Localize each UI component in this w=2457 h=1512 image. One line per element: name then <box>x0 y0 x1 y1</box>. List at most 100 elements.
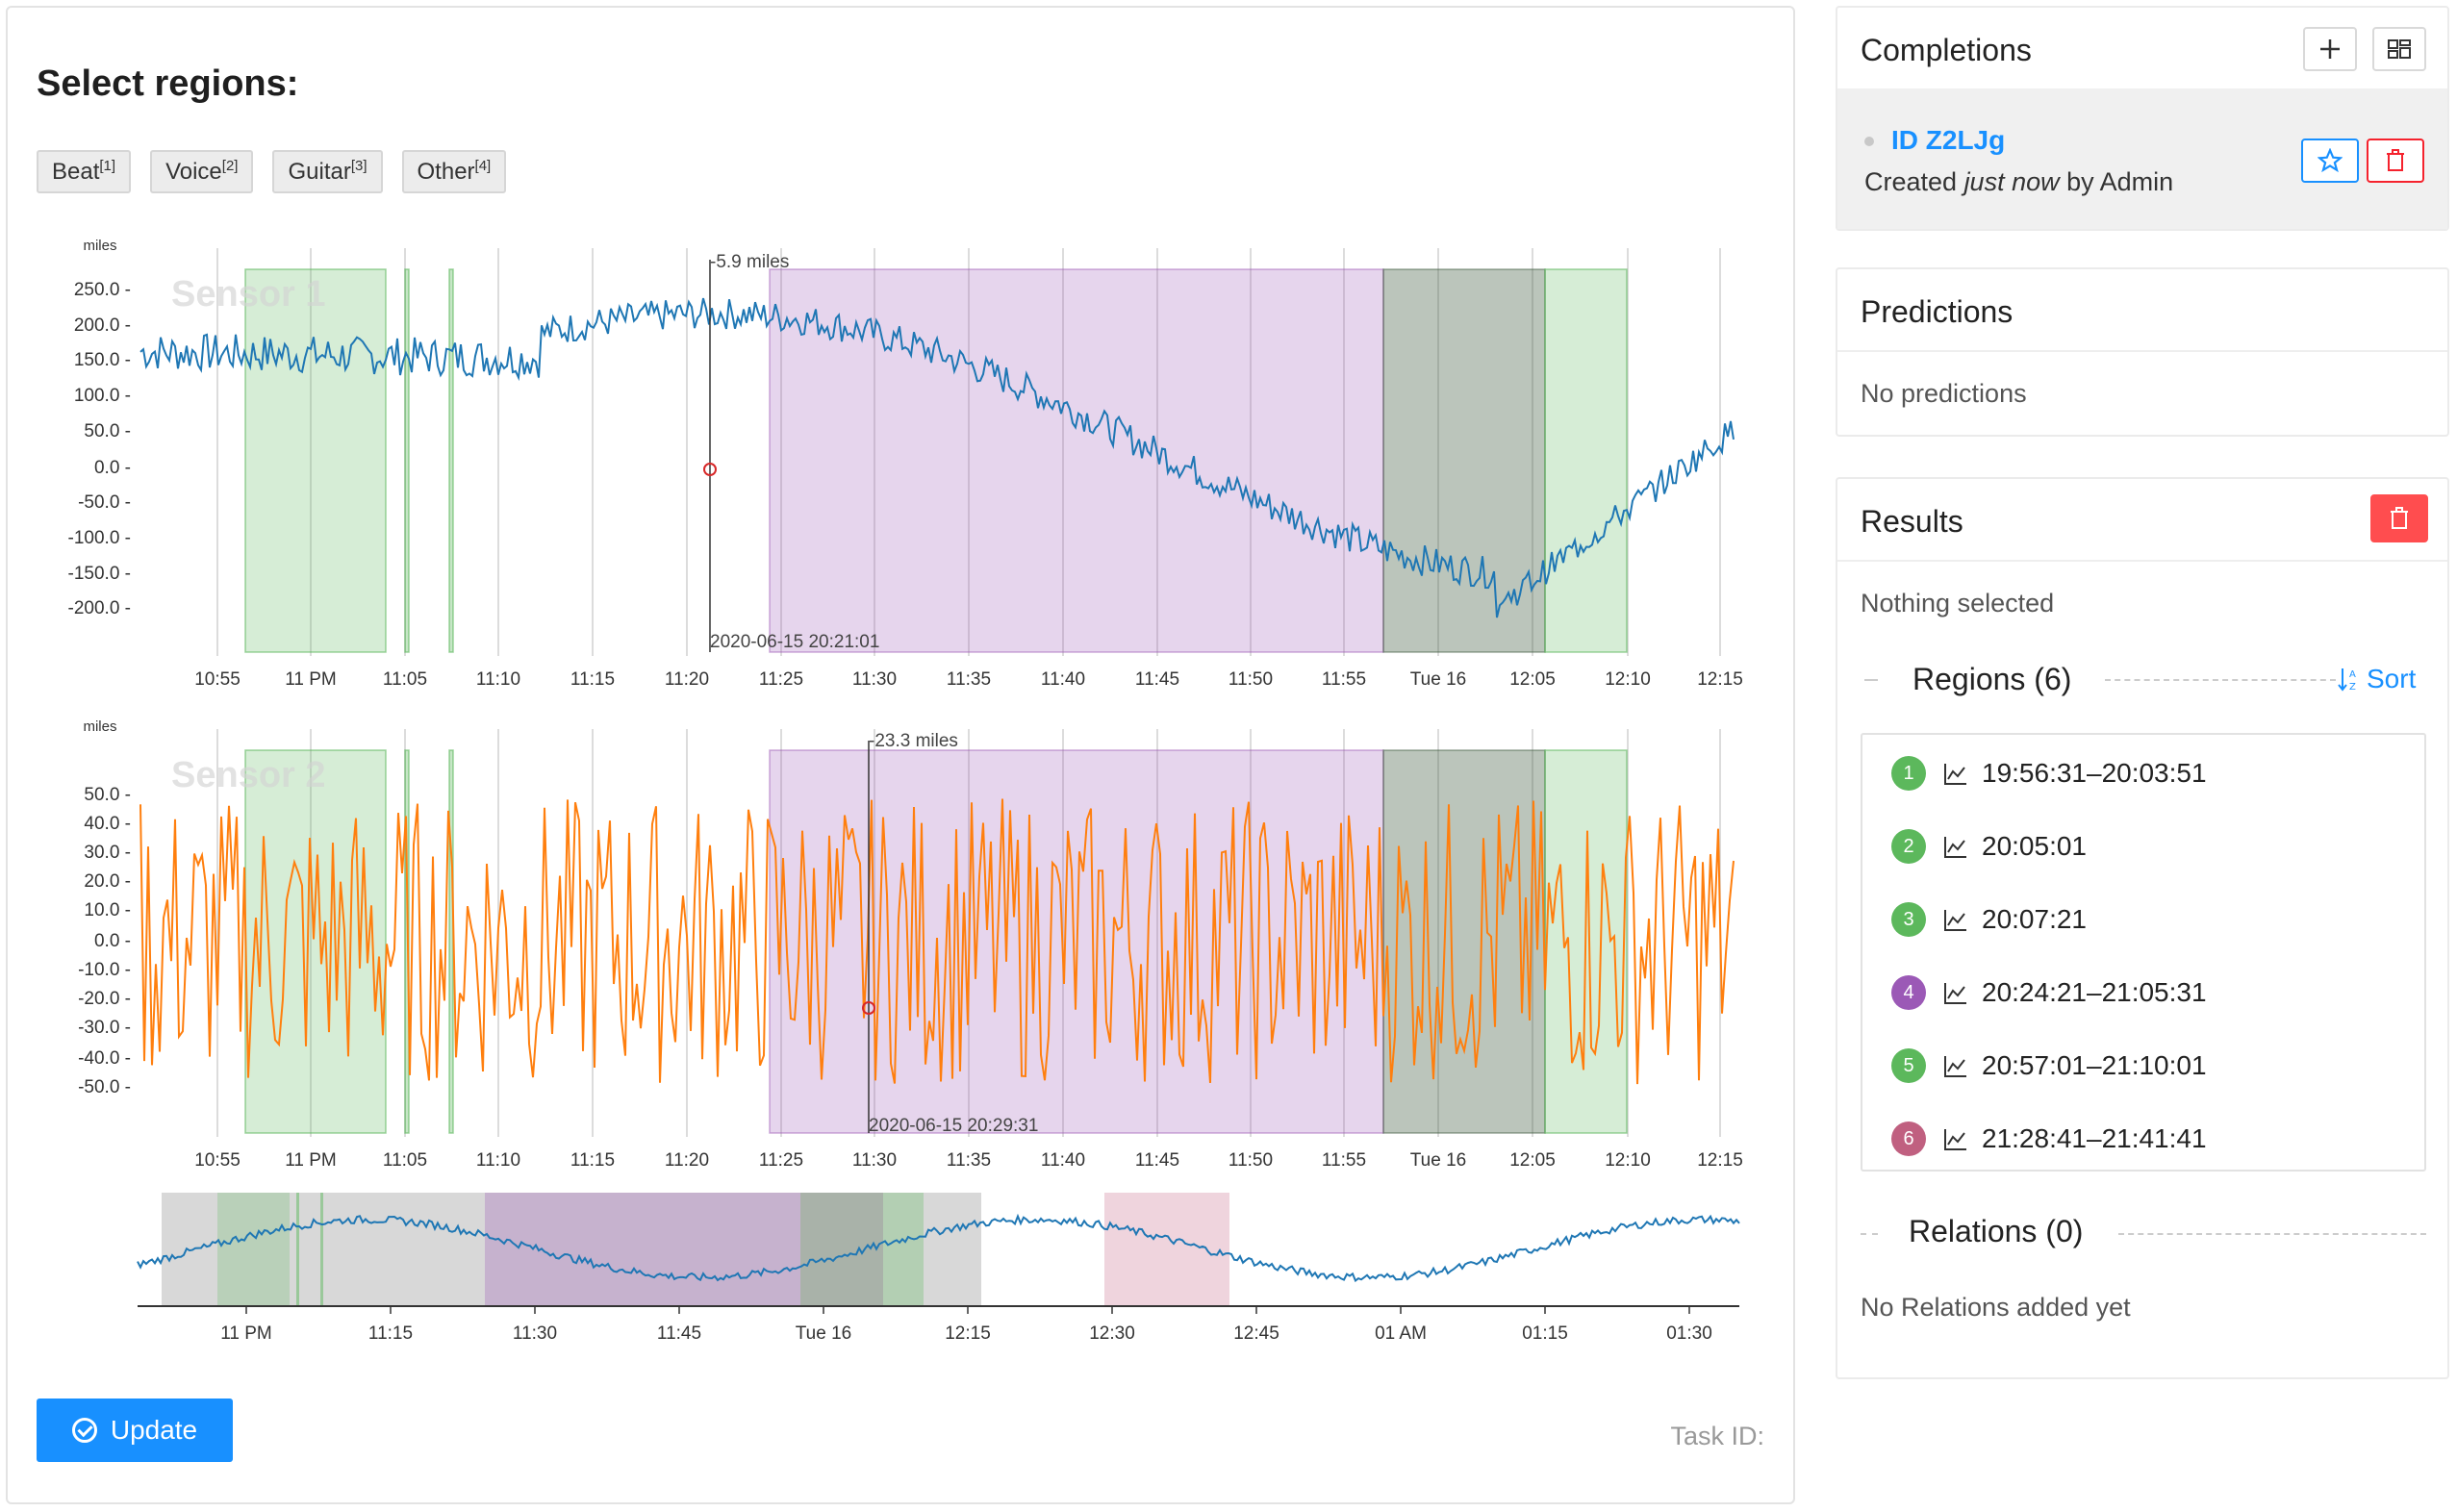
region-number-badge: 4 <box>1891 975 1926 1010</box>
label-beat[interactable]: Beat[1] <box>37 150 132 193</box>
overview-region <box>217 1193 290 1306</box>
add-completion-button[interactable] <box>2303 27 2357 71</box>
x-tick-label: 11:55 <box>1322 669 1366 690</box>
region-band <box>448 268 454 653</box>
y-tick-label: -40.0 - <box>78 1048 131 1069</box>
sort-icon: AZ <box>2338 668 2356 693</box>
overview-region <box>800 1193 883 1306</box>
results-title: Results <box>1861 504 1963 539</box>
y-tick-label: -200.0 - <box>68 598 131 618</box>
label-hotkey: [4] <box>474 158 492 174</box>
timeseries-charts[interactable]: Sensor 1 miles 250.0 - 200.0 - 150.0 - 100.0 … <box>8 8 1793 1373</box>
x-tick-label: 11:35 <box>947 669 991 690</box>
x-tick-label: 12:15 <box>1697 669 1743 690</box>
cursor-marker <box>703 463 717 476</box>
label-guitar[interactable]: Guitar[3] <box>272 150 383 193</box>
x-tick-label: 11:40 <box>1041 1150 1085 1171</box>
regions-header: Regions (6) <box>1912 662 2072 696</box>
region-item[interactable]: 2 20:05:01 <box>1862 819 2424 873</box>
status-dot <box>1864 137 1874 146</box>
region-item[interactable]: 5 20:57:01–21:10:01 <box>1862 1039 2424 1093</box>
series-name: Sensor 2 <box>171 755 326 795</box>
overview-tick-label: 11:15 <box>368 1323 413 1344</box>
region-band <box>404 268 410 653</box>
y-tick-label: -30.0 - <box>78 1018 131 1038</box>
predictions-empty: No predictions <box>1861 379 2027 408</box>
region-time-range: 20:57:01–21:10:01 <box>1982 1050 2207 1080</box>
region-band <box>448 749 454 1134</box>
page-title: Select regions: <box>37 63 299 104</box>
label-bar: Beat[1] Voice[2] Guitar[3] Other[4] <box>37 150 507 193</box>
y-tick-label: -20.0 - <box>78 989 131 1009</box>
overview-tick-label: 11 PM <box>220 1323 272 1344</box>
delete-completion-button[interactable] <box>2367 139 2424 183</box>
region-item[interactable]: 4 20:24:21–21:05:31 <box>1862 966 2424 1020</box>
region-number-badge: 2 <box>1891 829 1926 864</box>
completion-item[interactable]: ID Z2LJg Created just now by Admin <box>1837 88 2447 229</box>
sort-label: Sort <box>2367 664 2417 693</box>
region-item[interactable]: 1 19:56:31–20:03:51 <box>1862 746 2424 800</box>
label-name: Guitar <box>288 159 351 185</box>
delete-all-results-button[interactable] <box>2370 494 2428 542</box>
region-number-badge: 6 <box>1891 1121 1926 1156</box>
created-suffix: by Admin <box>2059 167 2174 196</box>
main-panel: Select regions: Beat[1] Voice[2] Guitar[… <box>6 6 1795 1504</box>
cursor-value: -5.9 miles <box>710 252 789 272</box>
x-tick-label: 11:55 <box>1322 1150 1366 1171</box>
region-list: 1 19:56:31–20:03:51 2 20:05:01 3 20:07:21 4 20:… <box>1861 733 2426 1172</box>
region-band <box>1544 268 1628 653</box>
region-time-range: 19:56:31–20:03:51 <box>1982 758 2207 788</box>
y-tick-label: 250.0 - <box>74 280 131 300</box>
region-band <box>769 268 1384 653</box>
y-tick-label: -150.0 - <box>68 564 131 584</box>
label-name: Voice <box>165 159 222 185</box>
overview-tick-label: 01 AM <box>1375 1323 1427 1344</box>
update-button[interactable]: Update <box>37 1399 233 1462</box>
region-item[interactable]: 6 21:28:41–21:41:41 <box>1862 1112 2424 1166</box>
region-number-badge: 3 <box>1891 902 1926 937</box>
y-axis-unit: miles <box>83 238 116 254</box>
overview-tick-label: Tue 16 <box>796 1323 851 1344</box>
y-tick-label: -10.0 - <box>78 960 131 980</box>
region-time-range: 20:24:21–21:05:31 <box>1982 977 2207 1007</box>
overview-region <box>320 1193 323 1306</box>
task-id-label: Task ID: <box>1670 1422 1764 1450</box>
x-tick-label: Tue 16 <box>1410 1150 1466 1171</box>
y-tick-label: -50.0 - <box>78 1077 131 1097</box>
x-tick-label: 11:15 <box>570 1150 615 1171</box>
overview-tick-label: 11:30 <box>513 1323 557 1344</box>
label-hotkey: [2] <box>221 158 239 174</box>
x-tick-label: Tue 16 <box>1410 669 1466 690</box>
label-name: Beat <box>52 159 100 185</box>
label-voice[interactable]: Voice[2] <box>150 150 254 193</box>
region-number-badge: 5 <box>1891 1048 1926 1083</box>
overview-tick-label: 12:15 <box>945 1323 991 1344</box>
check-circle-icon <box>71 1418 97 1443</box>
star-button[interactable] <box>2301 139 2359 183</box>
x-tick-label: 11 PM <box>285 669 337 690</box>
y-tick-label: 0.0 - <box>94 458 131 478</box>
x-tick-label: 11:25 <box>759 1150 803 1171</box>
y-tick-label: 40.0 - <box>84 814 131 834</box>
y-axis-unit: miles <box>83 718 116 735</box>
overview-tick-label: 01:30 <box>1666 1323 1712 1344</box>
line-chart-icon <box>1944 983 1966 1004</box>
region-band <box>1382 268 1546 653</box>
view-layout-button[interactable] <box>2372 27 2426 71</box>
completions-card: Completions ID Z2LJg Created just now by… <box>1836 6 2449 231</box>
completion-id[interactable]: ID Z2LJg <box>1891 125 2006 155</box>
x-tick-label: 11:30 <box>852 1150 897 1171</box>
label-other[interactable]: Other[4] <box>401 150 507 193</box>
region-item[interactable]: 3 20:07:21 <box>1862 893 2424 946</box>
cursor-value: -23.3 miles <box>869 731 958 751</box>
x-tick-label: 12:05 <box>1509 669 1556 690</box>
region-time-range: 20:07:21 <box>1982 904 2087 934</box>
y-tick-label: 10.0 - <box>84 900 131 920</box>
cursor-time: 2020-06-15 20:21:01 <box>710 632 879 652</box>
line-chart-icon <box>1944 764 1966 785</box>
region-time-range: 21:28:41–21:41:41 <box>1982 1123 2207 1153</box>
x-tick-label: 11:35 <box>947 1150 991 1171</box>
y-tick-label: 0.0 - <box>94 931 131 951</box>
